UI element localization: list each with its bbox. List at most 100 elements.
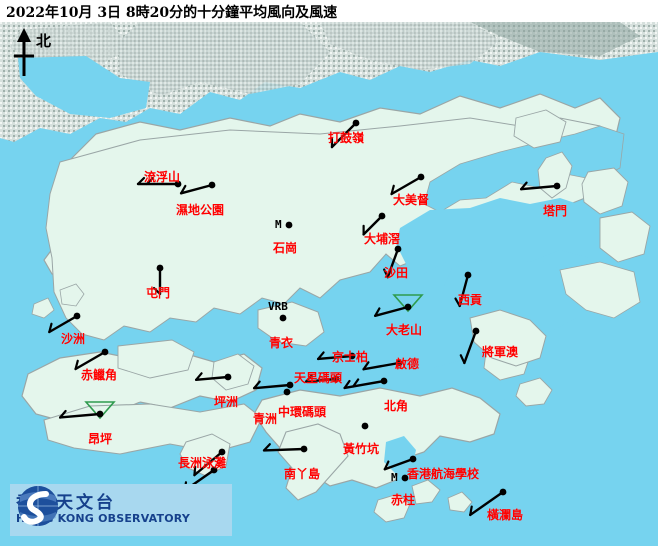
station-dot[interactable] — [224, 373, 232, 381]
wind-barb-shaft — [48, 314, 79, 334]
wind-station-marker — [136, 176, 182, 188]
station-dot[interactable] — [417, 173, 425, 181]
station-label: 屯門 — [146, 286, 171, 300]
wind-barb-shaft — [362, 214, 384, 236]
wind-station-marker — [519, 181, 561, 191]
wind-barb-flag — [136, 176, 146, 186]
wind-station-marker — [401, 474, 409, 482]
wind-barb-shaft — [373, 305, 410, 317]
wind-barb-shaft — [469, 490, 505, 517]
wind-station-marker — [179, 181, 216, 195]
wind-barb-flag — [193, 465, 197, 477]
wind-barb-layer — [48, 119, 561, 517]
wind-barb-flag — [152, 286, 162, 296]
wind-barb-shaft — [316, 354, 354, 361]
wind-barb-shaft — [390, 175, 423, 196]
station-dot[interactable] — [300, 445, 308, 453]
station-dot[interactable] — [156, 264, 164, 272]
station-dot[interactable] — [286, 381, 294, 389]
station-dot[interactable] — [409, 455, 417, 463]
map-canvas[interactable]: 北 打鼓嶺 流浮山 濕地公園 大美督 塔門 石崗 M 大埔滘 沙田 屯門 沙洲 西貢 赤鱲角 青衣 VRB 大… — [0, 22, 658, 546]
station-dot[interactable] — [499, 488, 507, 496]
station-label: 塔門 — [543, 204, 568, 218]
wind-station-marker — [304, 374, 340, 383]
wind-station-marker — [194, 372, 232, 381]
station-dot[interactable] — [472, 327, 480, 335]
station-dot[interactable] — [361, 422, 369, 430]
wind-station-marker — [390, 173, 425, 196]
wind-station-marker — [193, 448, 226, 477]
station-dot[interactable] — [96, 410, 104, 418]
station-label: 沙田 — [384, 266, 409, 280]
wind-station-marker — [373, 294, 424, 317]
wind-station-marker — [252, 380, 294, 390]
wind-barb-flag — [317, 351, 325, 361]
wind-barb-shaft — [463, 329, 478, 365]
station-label: 大美督 — [393, 193, 430, 207]
wind-station-marker — [454, 271, 472, 308]
station-dot[interactable] — [401, 474, 409, 482]
station-dot[interactable] — [378, 212, 386, 220]
north-label: 北 — [36, 32, 52, 50]
station-label: 西貢 — [458, 293, 483, 307]
wind-barb-flag — [383, 460, 390, 471]
north-arrow-icon: 北 — [8, 26, 68, 82]
wind-barb-flag — [520, 181, 528, 191]
wind-barb-flag — [390, 184, 395, 196]
title-bar: 2022年10月 3日 8時20分的十分鐘平均風向及風速 — [0, 0, 658, 22]
lamma-island — [277, 423, 349, 501]
station-dot[interactable] — [285, 221, 293, 229]
station-label: 香港航海學校 — [407, 467, 480, 481]
station-dot[interactable] — [279, 314, 287, 322]
wind-station-marker — [58, 401, 116, 420]
station-label: 橫瀾島 — [487, 508, 524, 522]
mean-only-marker: M — [391, 471, 398, 484]
station-label: 沙洲 — [61, 332, 86, 346]
station-label: 京士柏 — [332, 350, 369, 364]
station-dot[interactable] — [174, 180, 182, 188]
wind-station-marker — [74, 348, 109, 371]
wind-barb-shaft — [304, 377, 338, 383]
station-dot[interactable] — [394, 245, 402, 253]
wind-station-marker — [262, 443, 308, 453]
wind-station-marker — [361, 422, 369, 430]
wind-station-marker — [459, 327, 480, 365]
wind-station-marker — [469, 488, 507, 517]
station-label: 青洲 — [253, 412, 278, 426]
station-dot[interactable] — [101, 348, 109, 356]
station-label: 將軍澳 — [482, 345, 519, 359]
station-dot[interactable] — [348, 352, 356, 360]
wind-station-marker — [343, 377, 388, 390]
station-dot[interactable] — [283, 388, 291, 396]
wind-barb-flag — [145, 176, 154, 186]
station-dot[interactable] — [404, 303, 412, 311]
station-dot[interactable] — [332, 375, 340, 383]
station-dot[interactable] — [380, 377, 388, 385]
station-label: 天星碼頭 — [294, 371, 343, 385]
wind-barb-flag — [454, 297, 461, 308]
station-dot[interactable] — [73, 312, 81, 320]
station-label: 長洲泳灘 — [178, 456, 227, 470]
tsing-yi-island — [257, 301, 325, 347]
station-dot[interactable] — [464, 271, 472, 279]
station-dot[interactable] — [395, 359, 403, 367]
wind-barb-flag — [59, 409, 67, 419]
wind-station-marker — [152, 264, 164, 296]
wind-station-marker — [48, 312, 81, 334]
wind-station-marker — [283, 388, 291, 396]
page-title: 2022年10月 3日 8時20分的十分鐘平均風向及風速 — [6, 5, 338, 21]
chek-lap-kok-island — [117, 339, 195, 379]
wind-station-marker — [383, 455, 417, 471]
station-dot[interactable] — [208, 181, 216, 189]
station-dot[interactable] — [210, 466, 218, 474]
station-dot[interactable] — [352, 119, 360, 127]
vrb-marker: VRB — [268, 300, 288, 313]
wind-barb-shaft — [58, 412, 102, 419]
station-dot[interactable] — [553, 182, 561, 190]
wind-barb-shaft — [193, 450, 224, 477]
station-label: 坪洲 — [214, 395, 239, 409]
station-label: 流浮山 — [144, 170, 181, 184]
wind-barb-flag — [305, 374, 313, 383]
wind-station-marker — [383, 245, 402, 279]
station-dot[interactable] — [218, 448, 226, 456]
